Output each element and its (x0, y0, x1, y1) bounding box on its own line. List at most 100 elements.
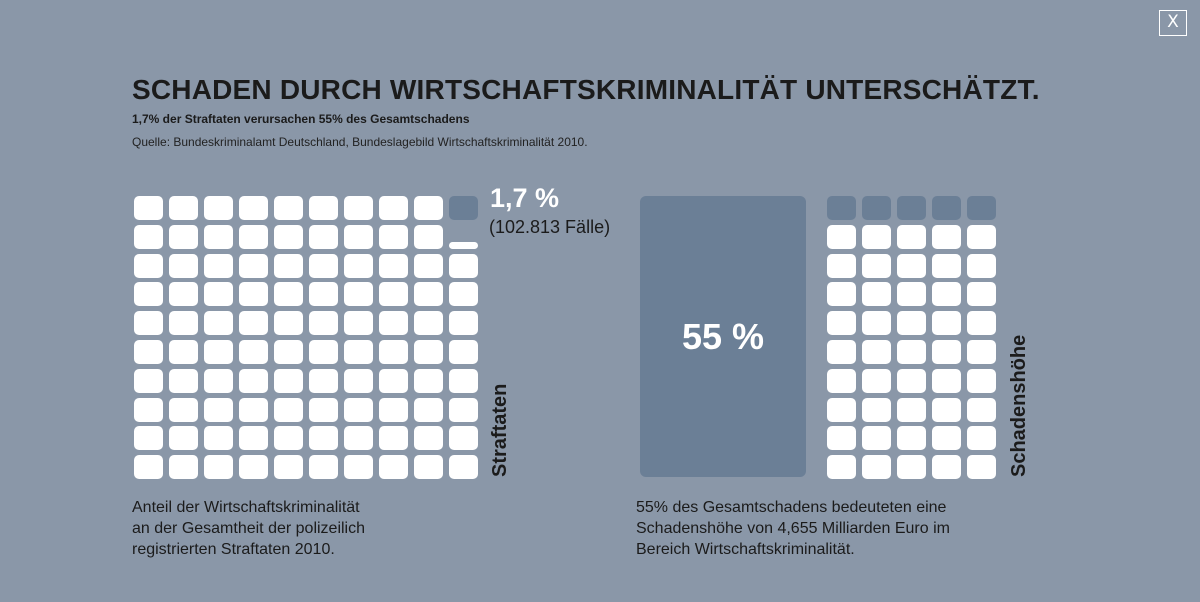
waffle-cell (932, 455, 961, 480)
close-button[interactable]: X (1159, 10, 1187, 36)
waffle-cell (239, 455, 268, 480)
waffle-cell (239, 368, 268, 393)
waffle-cell (204, 311, 233, 336)
waffle-cell (967, 426, 996, 451)
waffle-cell (827, 397, 856, 422)
waffle-cell (169, 224, 198, 249)
waffle-cell (827, 455, 856, 480)
straftaten-axis-label: Straftaten (489, 383, 511, 477)
waffle-cell (169, 196, 198, 220)
waffle-cell (932, 253, 961, 278)
waffle-cell (239, 253, 268, 278)
waffle-cell (449, 253, 478, 278)
waffle-cell (134, 282, 163, 307)
waffle-cell (204, 368, 233, 393)
waffle-cell (379, 340, 408, 364)
waffle-cell (309, 224, 338, 249)
waffle-cell (932, 224, 961, 249)
caption-line: registrierten Straftaten 2010. (132, 541, 335, 558)
waffle-cell (274, 253, 303, 278)
waffle-cell (932, 282, 961, 307)
waffle-cell (204, 426, 233, 451)
waffle-cell (827, 340, 856, 364)
waffle-cell (449, 397, 478, 422)
waffle-cell (274, 196, 303, 220)
waffle-cell (827, 311, 856, 336)
waffle-cell (862, 282, 891, 307)
waffle-cell (414, 196, 443, 220)
waffle-cell (897, 253, 926, 278)
waffle-cell (862, 224, 891, 249)
waffle-cell (932, 368, 961, 393)
waffle-cell-partial (449, 241, 478, 249)
waffle-cell (169, 253, 198, 278)
waffle-cell (862, 340, 891, 364)
straftaten-count-label: (102.813 Fälle) (489, 217, 611, 237)
waffle-cell (449, 311, 478, 336)
waffle-cell (379, 311, 408, 336)
waffle-cell (309, 282, 338, 307)
waffle-cell (204, 340, 233, 364)
waffle-cell (204, 397, 233, 422)
waffle-cell (309, 196, 338, 220)
waffle-cell (967, 224, 996, 249)
waffle-cell (897, 455, 926, 480)
waffle-cell (827, 253, 856, 278)
waffle-cell (344, 196, 373, 220)
page-title: SCHADEN DURCH WIRTSCHAFTSKRIMINALITÄT UN… (132, 74, 1040, 105)
waffle-cell (897, 340, 926, 364)
waffle-cell (967, 311, 996, 336)
waffle-cell (932, 426, 961, 451)
waffle-cell (862, 311, 891, 336)
waffle-cell (134, 196, 163, 220)
waffle-cell (274, 426, 303, 451)
waffle-cell (274, 282, 303, 307)
waffle-cell (344, 224, 373, 249)
caption-line: an der Gesamtheit der polizeilich (132, 520, 366, 537)
waffle-cell (862, 397, 891, 422)
waffle-cell (309, 455, 338, 480)
waffle-cell (309, 426, 338, 451)
waffle-cell (169, 282, 198, 307)
waffle-cell (414, 426, 443, 451)
waffle-cell (169, 397, 198, 422)
caption-line: Bereich Wirtschaftskriminalität. (636, 541, 855, 558)
waffle-cell (379, 224, 408, 249)
waffle-cell (932, 397, 961, 422)
waffle-cell (414, 311, 443, 336)
waffle-cell (274, 368, 303, 393)
waffle-cell-highlight (967, 196, 996, 220)
waffle-cell (379, 455, 408, 480)
caption-line: Anteil der Wirtschaftskriminalität (132, 499, 360, 516)
waffle-cell (169, 311, 198, 336)
waffle-cell (897, 311, 926, 336)
waffle-cell (134, 397, 163, 422)
waffle-cell (414, 224, 443, 249)
waffle-cell (344, 368, 373, 393)
waffle-cell (274, 224, 303, 249)
waffle-cell (967, 368, 996, 393)
waffle-cell (134, 340, 163, 364)
waffle-cell (239, 426, 268, 451)
waffle-cell (169, 455, 198, 480)
waffle-cell (344, 340, 373, 364)
waffle-cell (169, 340, 198, 364)
waffle-cell (897, 224, 926, 249)
waffle-cell (897, 426, 926, 451)
waffle-cell (932, 340, 961, 364)
waffle-cell (449, 282, 478, 307)
waffle-cell (239, 340, 268, 364)
waffle-cell (239, 282, 268, 307)
waffle-cell (414, 253, 443, 278)
waffle-cell (862, 368, 891, 393)
waffle-cell (309, 368, 338, 393)
waffle-cell (204, 282, 233, 307)
waffle-cell (239, 397, 268, 422)
waffle-cell (379, 368, 408, 393)
waffle-cell (897, 282, 926, 307)
caption-line: Schadenshöhe von 4,655 Milliarden Euro i… (636, 520, 950, 537)
waffle-cell (344, 397, 373, 422)
waffle-cell (379, 196, 408, 220)
waffle-cell (344, 282, 373, 307)
waffle-cell-highlight (862, 196, 891, 220)
